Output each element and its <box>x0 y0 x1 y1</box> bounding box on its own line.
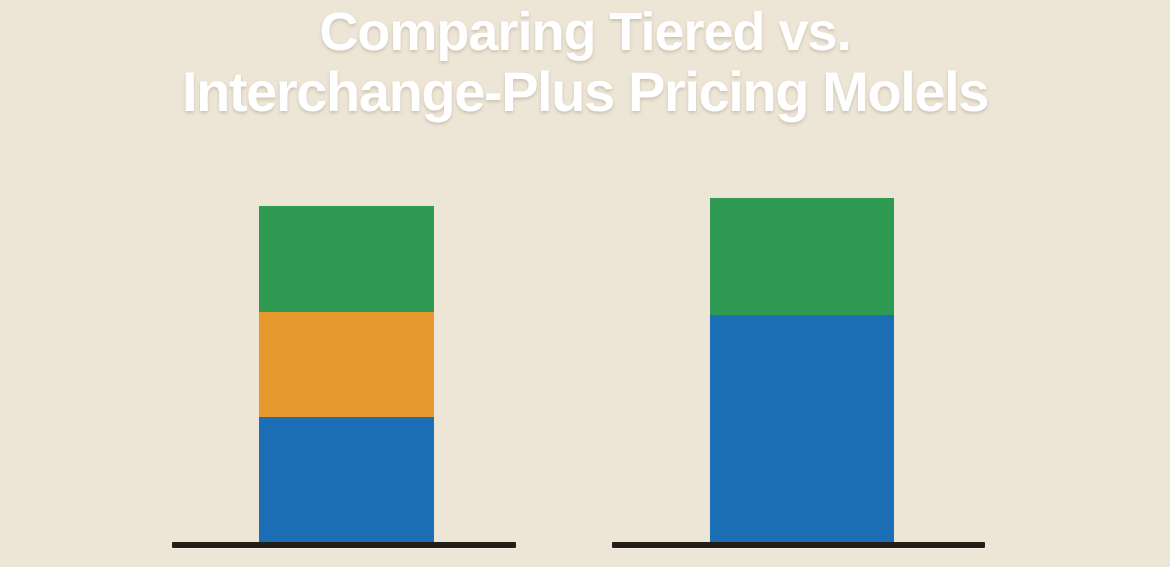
baseline-right <box>612 542 985 548</box>
bar-segment-markup-orange[interactable] <box>259 312 434 417</box>
chart-title-line-2: Interchange-Plus Pricing Molels <box>181 60 990 123</box>
chart-title-line-1: Comparing Tiered vs. <box>319 2 851 62</box>
bar-segment-base-cost-blue[interactable] <box>259 417 434 543</box>
bar-segment-top-tier-green[interactable] <box>259 206 434 312</box>
baseline-left <box>172 542 516 548</box>
stacked-bar-interchange-plus-pricing[interactable] <box>710 198 894 543</box>
bar-segment-base-cost-blue[interactable] <box>710 315 894 543</box>
stacked-bar-tiered-pricing[interactable] <box>259 206 434 543</box>
chart-title: Comparing Tiered vs. Interchange-Plus Pr… <box>0 0 1170 122</box>
bar-segment-top-tier-green[interactable] <box>710 198 894 315</box>
